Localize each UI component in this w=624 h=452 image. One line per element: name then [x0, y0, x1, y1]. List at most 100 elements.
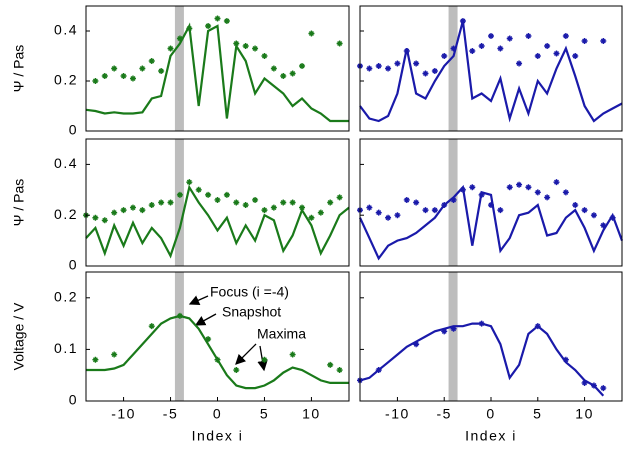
annotation: Maxima [257, 326, 306, 342]
data-point [233, 40, 240, 47]
data-point [270, 65, 277, 72]
y-tick-label: 0.4 [54, 155, 78, 171]
data-point [148, 202, 155, 209]
data-point [261, 356, 268, 363]
data-point [111, 209, 118, 216]
data-point [385, 65, 392, 72]
data-point [581, 207, 588, 214]
data-point [120, 73, 127, 79]
x-axis-label: Index i [192, 428, 244, 444]
data-point [167, 199, 174, 206]
data-line [86, 314, 349, 390]
y-axis-label: Ψ / Pas [11, 45, 27, 93]
x-tick-label: -5 [436, 406, 451, 422]
data-point [327, 199, 334, 206]
data-point [478, 43, 485, 49]
data-point [129, 204, 136, 211]
annotation: Focus (i =-4) [210, 284, 289, 300]
data-point [534, 323, 541, 330]
data-point [261, 207, 268, 214]
data-point [553, 50, 560, 57]
data-point [544, 43, 551, 49]
data-point [600, 385, 607, 392]
data-point [581, 38, 588, 44]
x-axis-label: Index i [465, 428, 517, 444]
data-point [572, 53, 579, 59]
data-point [148, 58, 155, 64]
data-point [111, 65, 118, 72]
data-point [139, 65, 146, 72]
x-tick-label: -10 [385, 406, 410, 422]
data-point [92, 78, 99, 84]
data-point [299, 204, 306, 211]
data-point [488, 202, 494, 209]
data-point [431, 68, 438, 74]
panel [357, 138, 624, 267]
data-point [385, 214, 392, 221]
x-tick-label: -10 [111, 406, 136, 422]
data-point [403, 48, 410, 54]
data-point [366, 65, 373, 72]
data-point [129, 75, 136, 82]
data-line [359, 184, 624, 261]
y-axis-label: Ψ / Pas [11, 179, 27, 227]
data-point [497, 45, 504, 52]
data-point [270, 204, 277, 211]
data-point [478, 191, 485, 198]
data-point [186, 179, 193, 186]
x-tick-label: -5 [163, 406, 178, 422]
data-point [280, 73, 287, 79]
data-point [336, 367, 343, 374]
data-point [562, 33, 569, 39]
data-point [375, 367, 382, 374]
data-point [431, 207, 438, 214]
data-point [176, 191, 183, 198]
data-point [308, 30, 315, 37]
data-point [534, 53, 541, 59]
data-point [469, 48, 476, 54]
y-tick-label: 0.1 [54, 340, 78, 356]
data-point [516, 181, 523, 188]
data-point [581, 379, 588, 386]
data-point [289, 351, 296, 358]
panel [357, 5, 623, 132]
focus-band [448, 6, 458, 131]
data-point [336, 194, 343, 201]
data-point [186, 25, 193, 32]
annotation: Snapshot [222, 304, 281, 320]
panel: 0 0.1 0.2 -10 -5 0 5 10 Voltage / V Index i Focus … [11, 271, 350, 444]
data-point [600, 222, 607, 229]
data-point [413, 199, 420, 206]
data-point [205, 23, 212, 29]
data-point [242, 43, 249, 49]
data-point [459, 18, 466, 24]
data-point [280, 199, 287, 206]
data-point [506, 35, 513, 42]
data-point [450, 196, 457, 203]
data-point [176, 35, 183, 42]
focus-band [174, 139, 184, 266]
data-point [205, 191, 212, 198]
data-point [366, 204, 373, 211]
data-point [158, 68, 165, 74]
data-point [289, 70, 296, 77]
data-point [111, 351, 118, 358]
y-tick-label: 0.2 [54, 206, 78, 222]
data-point [590, 382, 597, 389]
focus-band [174, 6, 184, 131]
data-point [176, 312, 183, 319]
data-point [139, 207, 146, 214]
data-point [233, 199, 240, 206]
data-point [167, 45, 174, 52]
data-point [233, 367, 240, 374]
data-point [375, 209, 382, 216]
panel: -10 -5 0 5 10 Index i [357, 271, 623, 444]
data-point [497, 207, 504, 214]
data-point [422, 70, 429, 77]
data-point [600, 38, 607, 44]
data-point [553, 179, 560, 186]
data-point [120, 207, 127, 214]
data-point [609, 214, 616, 221]
data-point [534, 189, 541, 196]
